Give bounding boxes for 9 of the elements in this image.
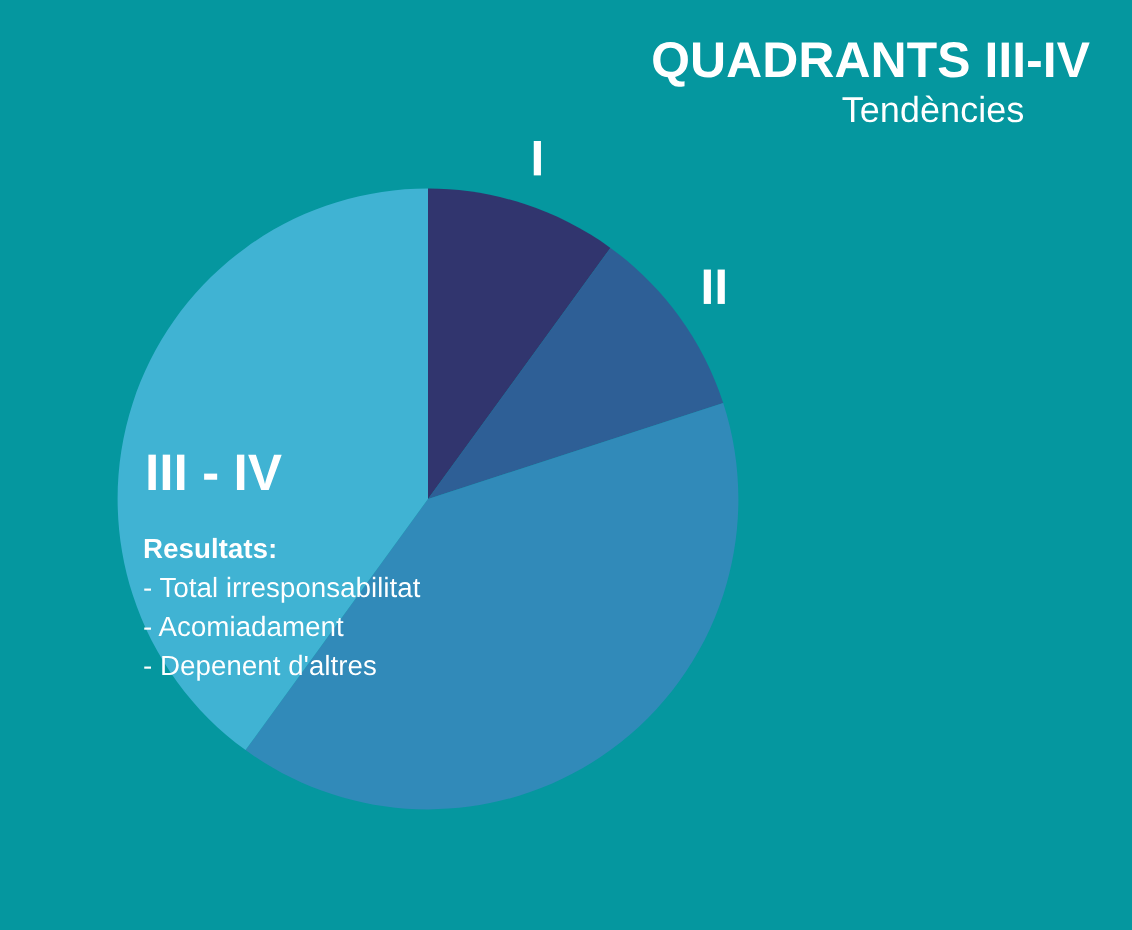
- text: Resultats:: [144, 537, 275, 559]
- text: Tendències: [842, 95, 1024, 123]
- slice-label: I: [533, 140, 541, 176]
- slice-label: III - IV: [148, 454, 282, 490]
- text: QUADRANTS III-IV: [653, 42, 1090, 87]
- text: - Depenent d'altres: [144, 654, 376, 681]
- slice-label: II: [703, 269, 725, 304]
- text: - Total irresponsabilitat: [144, 576, 421, 603]
- text: - Acomiadament: [144, 615, 344, 637]
